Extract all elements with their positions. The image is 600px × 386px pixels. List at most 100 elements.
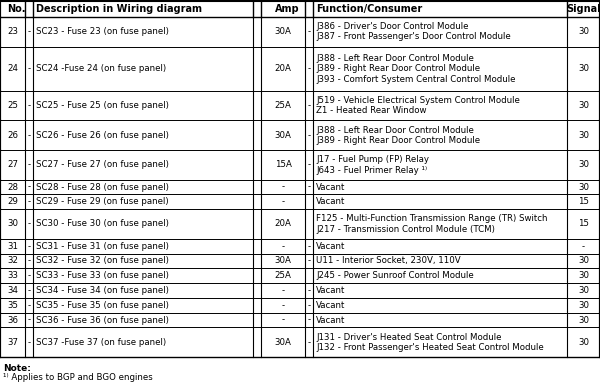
Text: 30A: 30A — [275, 27, 292, 36]
Text: 30: 30 — [578, 27, 589, 36]
Bar — [0, 91, 600, 120]
Text: 28: 28 — [7, 183, 18, 191]
Text: -: - — [307, 301, 311, 310]
Text: SC24 -Fuse 24 (on fuse panel): SC24 -Fuse 24 (on fuse panel) — [36, 64, 166, 73]
Text: Function/Consumer: Function/Consumer — [316, 4, 422, 14]
Text: Vacant: Vacant — [316, 315, 346, 325]
Bar — [0, 209, 600, 239]
Text: J17 - Fuel Pump (FP) Relay
J643 - Fuel Primer Relay ¹⁾: J17 - Fuel Pump (FP) Relay J643 - Fuel P… — [316, 155, 429, 174]
Text: SC23 - Fuse 23 (on fuse panel): SC23 - Fuse 23 (on fuse panel) — [36, 27, 169, 36]
Text: SC28 - Fuse 28 (on fuse panel): SC28 - Fuse 28 (on fuse panel) — [36, 183, 169, 191]
Text: 25A: 25A — [275, 101, 292, 110]
Text: J245 - Power Sunroof Control Module: J245 - Power Sunroof Control Module — [316, 271, 474, 280]
Text: SC32 - Fuse 32 (on fuse panel): SC32 - Fuse 32 (on fuse panel) — [36, 256, 169, 266]
Bar — [0, 254, 600, 268]
Text: SC37 -Fuse 37 (on fuse panel): SC37 -Fuse 37 (on fuse panel) — [36, 338, 166, 347]
Text: -: - — [307, 183, 311, 191]
Text: 35: 35 — [7, 301, 18, 310]
Text: SC36 - Fuse 36 (on fuse panel): SC36 - Fuse 36 (on fuse panel) — [36, 315, 169, 325]
Text: -: - — [281, 286, 284, 295]
Text: -: - — [307, 64, 311, 73]
Bar — [0, 298, 600, 313]
Text: J131 - Driver's Heated Seat Control Module
J132 - Front Passenger's Heated Seat : J131 - Driver's Heated Seat Control Modu… — [316, 332, 544, 352]
Text: J386 - Driver's Door Control Module
J387 - Front Passenger's Door Control Module: J386 - Driver's Door Control Module J387… — [316, 22, 511, 41]
Text: 15: 15 — [578, 197, 589, 206]
Text: 30: 30 — [7, 220, 18, 229]
Text: -: - — [307, 160, 311, 169]
Text: -: - — [28, 338, 31, 347]
Text: -: - — [307, 242, 311, 251]
Text: -: - — [28, 64, 31, 73]
Text: -: - — [28, 197, 31, 206]
Text: -: - — [28, 271, 31, 280]
Text: ¹⁾ Applies to BGP and BGO engines: ¹⁾ Applies to BGP and BGO engines — [3, 373, 153, 382]
Text: U11 - Interior Socket, 230V, 110V: U11 - Interior Socket, 230V, 110V — [316, 256, 461, 266]
Text: -: - — [281, 301, 284, 310]
Text: SC27 - Fuse 27 (on fuse panel): SC27 - Fuse 27 (on fuse panel) — [36, 160, 169, 169]
Bar — [0, 47, 600, 91]
Text: 30: 30 — [578, 338, 589, 347]
Text: -: - — [28, 131, 31, 140]
Text: Description in Wiring diagram: Description in Wiring diagram — [36, 4, 202, 14]
Text: -: - — [28, 101, 31, 110]
Text: -: - — [307, 286, 311, 295]
Text: 20A: 20A — [275, 220, 292, 229]
Text: -: - — [28, 315, 31, 325]
Text: 37: 37 — [7, 338, 18, 347]
Text: 15: 15 — [578, 220, 589, 229]
Text: -: - — [28, 160, 31, 169]
Text: -: - — [28, 286, 31, 295]
Text: -: - — [307, 256, 311, 266]
Text: Vacant: Vacant — [316, 301, 346, 310]
Bar — [0, 150, 600, 179]
Text: -: - — [281, 315, 284, 325]
Text: J388 - Left Rear Door Control Module
J389 - Right Rear Door Control Module
J393 : J388 - Left Rear Door Control Module J38… — [316, 54, 515, 84]
Text: 30: 30 — [578, 315, 589, 325]
Text: SC34 - Fuse 34 (on fuse panel): SC34 - Fuse 34 (on fuse panel) — [36, 286, 169, 295]
Text: 36: 36 — [7, 315, 18, 325]
Text: -: - — [281, 197, 284, 206]
Text: -: - — [28, 301, 31, 310]
Text: 34: 34 — [7, 286, 18, 295]
Text: -: - — [28, 183, 31, 191]
Text: 32: 32 — [7, 256, 18, 266]
Text: -: - — [307, 315, 311, 325]
Text: No.: No. — [7, 4, 26, 14]
Text: -: - — [28, 220, 31, 229]
Bar — [0, 17, 600, 47]
Text: -: - — [307, 131, 311, 140]
Text: J388 - Left Rear Door Control Module
J389 - Right Rear Door Control Module: J388 - Left Rear Door Control Module J38… — [316, 125, 480, 145]
Text: 26: 26 — [7, 131, 18, 140]
Text: SC35 - Fuse 35 (on fuse panel): SC35 - Fuse 35 (on fuse panel) — [36, 301, 169, 310]
Text: Vacant: Vacant — [316, 183, 346, 191]
Text: 33: 33 — [7, 271, 18, 280]
Text: 30: 30 — [578, 131, 589, 140]
Bar — [0, 120, 600, 150]
Bar — [0, 179, 600, 195]
Text: 30A: 30A — [275, 256, 292, 266]
Text: 20A: 20A — [275, 64, 292, 73]
Text: 30: 30 — [578, 301, 589, 310]
Text: 30: 30 — [578, 183, 589, 191]
Text: -: - — [281, 242, 284, 251]
Text: 23: 23 — [7, 27, 18, 36]
Text: 15A: 15A — [275, 160, 292, 169]
Bar — [0, 313, 600, 327]
Text: SC31 - Fuse 31 (on fuse panel): SC31 - Fuse 31 (on fuse panel) — [36, 242, 169, 251]
Text: SC30 - Fuse 30 (on fuse panel): SC30 - Fuse 30 (on fuse panel) — [36, 220, 169, 229]
Text: -: - — [28, 242, 31, 251]
Text: -: - — [307, 338, 311, 347]
Text: 25A: 25A — [275, 271, 292, 280]
Bar — [0, 195, 600, 209]
Text: 30: 30 — [578, 271, 589, 280]
Text: Vacant: Vacant — [316, 197, 346, 206]
Text: 31: 31 — [7, 242, 18, 251]
Text: -: - — [28, 27, 31, 36]
Text: Vacant: Vacant — [316, 286, 346, 295]
Text: SC29 - Fuse 29 (on fuse panel): SC29 - Fuse 29 (on fuse panel) — [36, 197, 169, 206]
Text: 30: 30 — [578, 101, 589, 110]
Text: 30: 30 — [578, 64, 589, 73]
Text: J519 - Vehicle Electrical System Control Module
Z1 - Heated Rear Window: J519 - Vehicle Electrical System Control… — [316, 96, 520, 115]
Text: -: - — [307, 101, 311, 110]
Text: SC26 - Fuse 26 (on fuse panel): SC26 - Fuse 26 (on fuse panel) — [36, 131, 169, 140]
